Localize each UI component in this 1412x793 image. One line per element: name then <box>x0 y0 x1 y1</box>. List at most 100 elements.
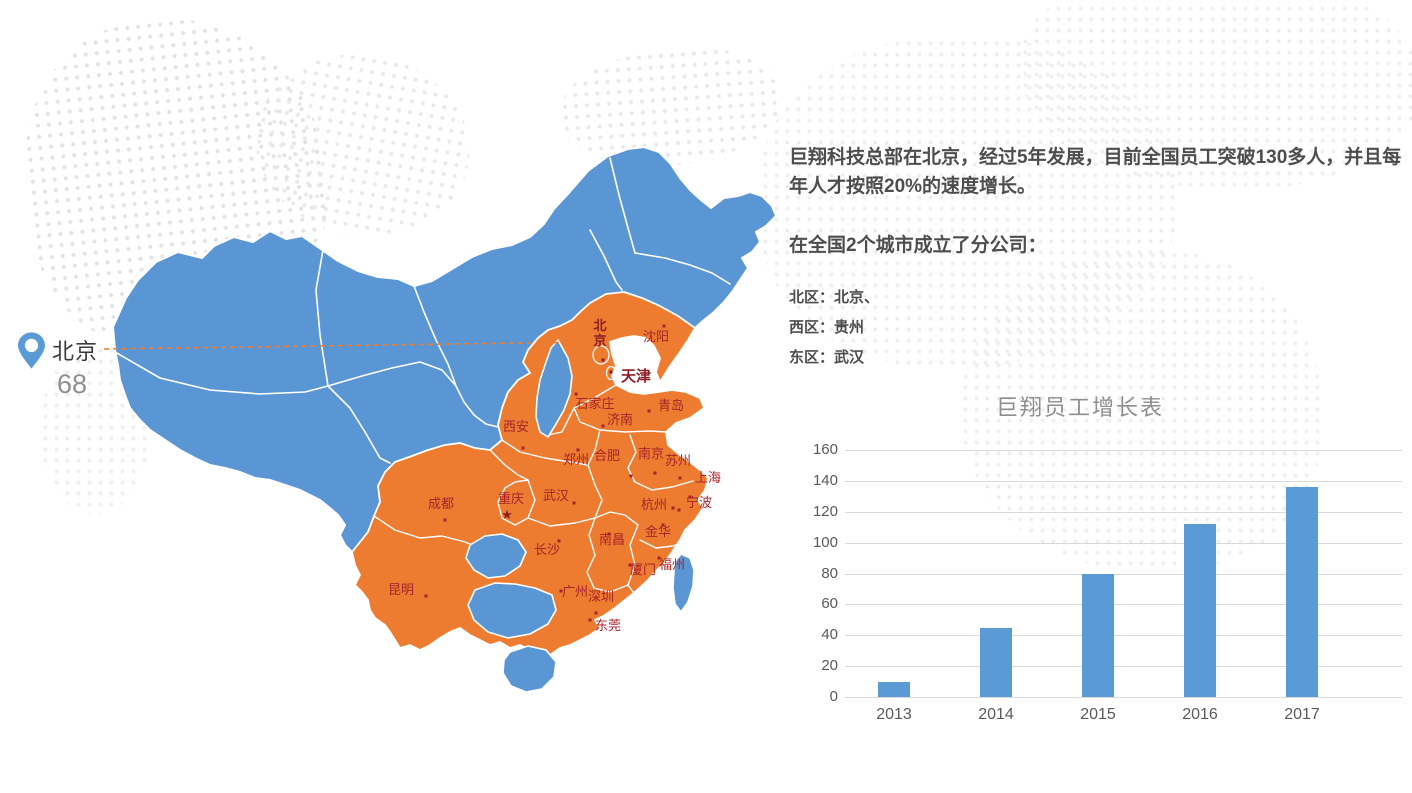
map-city-dot <box>559 589 563 593</box>
bar-2014 <box>980 627 1012 697</box>
map-city-label: 石家庄 <box>575 396 614 411</box>
branches-subtitle: 在全国2个城市成立了分公司： <box>789 235 1047 256</box>
chart-gridline <box>845 542 1402 544</box>
map-city-dot <box>424 594 428 598</box>
map-city-dot <box>594 611 598 615</box>
beijing-callout: 北京 68 <box>0 325 120 415</box>
map-city-label: 青岛 <box>658 398 684 413</box>
y-axis-tick-label: 100 <box>812 533 838 551</box>
chart-gridline <box>845 511 1402 513</box>
map-city-dot <box>521 446 525 450</box>
map-city-dot <box>678 476 682 480</box>
map-island-taiwan <box>672 553 695 614</box>
region-north: 北区：北京、 <box>789 289 880 306</box>
map-city-label: 宁波 <box>686 495 712 510</box>
chart-gridline <box>845 635 1402 637</box>
y-axis-tick-label: 120 <box>812 502 838 520</box>
map-city-dot <box>688 495 692 499</box>
intro-paragraph: 巨翔科技总部在北京，经过5年发展，目前全国员工突破130多人，并且每年人才按照2… <box>789 147 1402 197</box>
map-city-label: 上海 <box>695 470 721 485</box>
bar-2015 <box>1082 573 1114 697</box>
region-east: 东区：武汉 <box>789 349 865 366</box>
map-city-dot <box>609 370 613 374</box>
map-city-label: 天津 <box>621 367 651 385</box>
map-island-hainan <box>502 645 557 693</box>
map-city-label: 广州 <box>562 584 588 599</box>
map-city-label: 金华 <box>645 524 671 539</box>
map-city-dot <box>628 563 632 567</box>
map-city-dot <box>574 392 578 396</box>
chart-gridline <box>845 573 1402 575</box>
chart-gridline <box>845 666 1402 668</box>
map-highlight-region <box>351 291 709 663</box>
map-city-label: 京 <box>593 333 606 348</box>
map-city-label: 武汉 <box>543 488 569 503</box>
y-axis-tick-label: 80 <box>821 564 838 582</box>
employee-growth-chart: 巨翔员工增长表 0 20 40 60 80 100 120 140 160 2013 2014 201… <box>800 388 1412 748</box>
map-city-label: 长沙 <box>534 542 560 557</box>
map-city-dot <box>443 518 447 522</box>
capital-star-icon: ★ <box>501 507 513 522</box>
map-province-guizhou <box>465 533 527 579</box>
chart-gridline <box>845 697 1402 698</box>
map-tianjin-outline <box>605 365 617 381</box>
beijing-dash-line <box>103 341 591 350</box>
map-city-label: 南昌 <box>599 532 625 547</box>
map-city-dot <box>662 324 666 328</box>
map-city-label: 苏州 <box>665 453 691 468</box>
y-axis-tick-label: 60 <box>821 595 838 613</box>
map-province-borders-east <box>373 384 694 604</box>
map-city-label: 济南 <box>607 412 633 427</box>
map-city-label: 沈阳 <box>643 329 669 344</box>
map-city-dot <box>653 471 657 475</box>
y-axis-tick-label: 160 <box>812 441 838 458</box>
map-city-dot <box>661 523 665 527</box>
chart-gridline <box>845 480 1402 482</box>
map-city-dot <box>671 506 675 510</box>
map-city-dot <box>607 532 611 536</box>
map-city-label: 重庆 <box>498 491 524 506</box>
x-axis-tick-label: 2015 <box>1080 706 1116 723</box>
chart-title: 巨翔员工增长表 <box>995 396 1164 421</box>
chart-gridline <box>845 450 1402 451</box>
map-city-dot <box>557 539 561 543</box>
y-axis-tick-label: 40 <box>821 626 838 644</box>
map-city-label: 郑州 <box>563 452 589 467</box>
map-city-dot <box>647 409 651 413</box>
map-city-label: 杭州 <box>641 497 667 512</box>
map-province-shanxi <box>535 339 573 438</box>
callout-city-label: 北京 <box>52 339 99 364</box>
bar-2017 <box>1286 487 1318 697</box>
y-axis-tick-label: 140 <box>812 471 838 489</box>
chart-gridline <box>845 604 1402 606</box>
map-city-label: 西安 <box>503 419 529 434</box>
x-axis-tick-label: 2013 <box>876 706 912 723</box>
region-west: 西区：贵州 <box>789 319 865 336</box>
map-city-label: 合肥 <box>594 448 620 463</box>
bar-2013 <box>878 681 910 697</box>
map-city-dot <box>601 358 605 362</box>
x-axis-tick-label: 2014 <box>978 706 1014 723</box>
map-city-label: 厦门 <box>630 562 656 577</box>
china-map: 北京 沈阳 天津 石家庄 济南 青岛 西安 郑州 合肥 南京 苏州 上海 武汉 ★ 重庆 成都 杭州 宁波 金华 南昌… <box>90 140 780 700</box>
map-city-dot <box>629 474 633 478</box>
map-city-label: 昆明 <box>388 582 414 597</box>
map-city-label: 深圳 <box>588 589 614 604</box>
map-city-dot <box>572 501 576 505</box>
map-city-dot <box>601 424 605 428</box>
location-pin-icon <box>18 332 45 369</box>
description-block: 巨翔科技总部在北京，经过5年发展，目前全国员工突破130多人，并且每年人才按照2… <box>789 143 1407 380</box>
map-city-dot <box>657 556 661 560</box>
map-province-guangxi <box>467 582 557 639</box>
map-city-dot <box>576 448 580 452</box>
x-axis-tick-label: 2016 <box>1182 706 1218 723</box>
map-beijing-outline <box>592 345 610 365</box>
map-city-label: 南京 <box>638 446 664 461</box>
map-city-label: 北 <box>593 318 606 333</box>
callout-value: 68 <box>57 369 88 399</box>
world-dots-decoration <box>960 250 1320 570</box>
map-city-label: 福州 <box>659 557 685 572</box>
y-axis-tick-label: 20 <box>821 657 838 675</box>
